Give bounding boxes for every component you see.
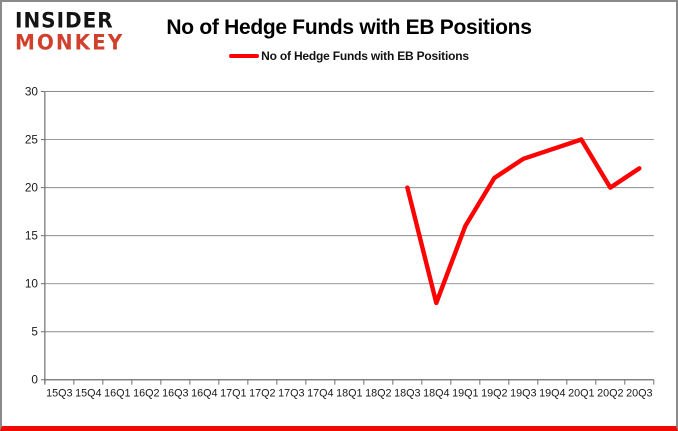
x-axis-tick-label: 20Q2 [597, 387, 623, 399]
chart-header: No of Hedge Funds with EB Positions No o… [32, 16, 666, 63]
x-axis-tick-label: 18Q2 [365, 387, 391, 399]
x-axis-tick-label: 15Q3 [46, 387, 72, 399]
series-line [405, 137, 642, 306]
x-axis-tick-label: 19Q4 [539, 387, 565, 399]
insider-monkey-logo: INSIDER MONKEY [15, 7, 125, 55]
y-axis-tick-label: 25 [25, 132, 39, 146]
y-axis-tick-label: 0 [31, 373, 38, 387]
x-axis-tick-label: 17Q1 [220, 387, 246, 399]
y-axis-tick-label: 10 [25, 277, 39, 291]
x-axis-tick-label: 17Q3 [278, 387, 304, 399]
chart-legend: No of Hedge Funds with EB Positions [32, 49, 666, 63]
line-chart-plot-area: 0 5 10 15 20 25 30 15Q3 15Q4 16Q1 16Q2 16Q3 16Q4 17Q1… [2, 2, 676, 426]
x-axis-tick-label: 20Q1 [568, 387, 594, 399]
y-axis-tick-label: 15 [25, 229, 39, 243]
line-chart: 0 5 10 15 20 25 30 15Q3 15Q4 16Q1 16Q2 16Q3 16Q4 17Q1… [25, 84, 655, 399]
x-axis-tick-label: 19Q3 [510, 387, 536, 399]
x-axis-tick-label: 17Q2 [249, 387, 275, 399]
x-axis-tick-label: 19Q1 [452, 387, 478, 399]
x-axis-tick-label: 17Q4 [307, 387, 333, 399]
chart-title: No of Hedge Funds with EB Positions [166, 16, 532, 39]
logo-insider-text: INSIDER [15, 7, 114, 33]
x-axis-tick-label: 16Q1 [104, 387, 130, 399]
logo-monkey-text: MONKEY [15, 29, 125, 55]
x-axis-tick-label: 16Q4 [191, 387, 217, 399]
y-axis-tick-label: 30 [25, 84, 39, 98]
legend-line-swatch [229, 54, 260, 58]
x-axis-tick-label: 16Q3 [162, 387, 188, 399]
x-axis-tick-label: 18Q1 [336, 387, 362, 399]
x-axis-tick-label: 19Q2 [481, 387, 507, 399]
x-axis-tick-label: 18Q3 [394, 387, 420, 399]
y-axis-tick-label: 5 [31, 325, 38, 339]
legend-label: No of Hedge Funds with EB Positions [261, 49, 469, 63]
y-axis-tick-label: 20 [25, 181, 39, 195]
x-axis-tick-label: 20Q3 [626, 387, 652, 399]
x-axis-tick-label: 16Q2 [133, 387, 159, 399]
x-axis-tick-label: 18Q4 [423, 387, 449, 399]
x-axis-tick-label: 15Q4 [75, 387, 101, 399]
